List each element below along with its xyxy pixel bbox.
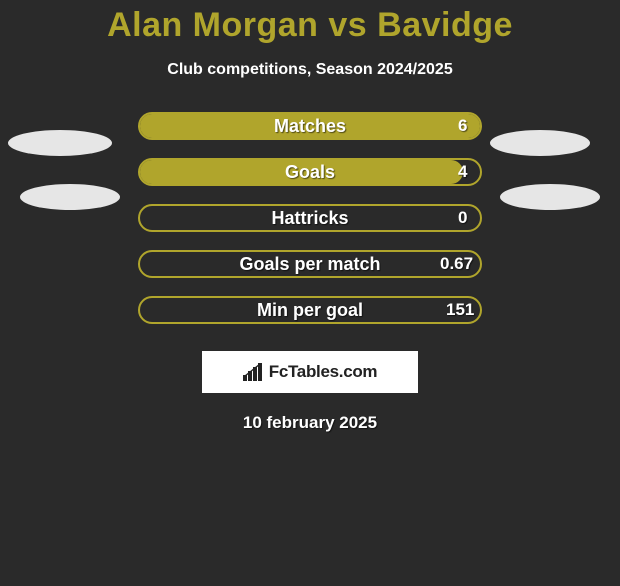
fctables-bars-icon: [243, 363, 265, 381]
stat-label: Matches: [0, 116, 620, 137]
stat-value: 0: [458, 208, 467, 228]
stat-value: 0.67: [440, 254, 473, 274]
stat-label: Goals: [0, 162, 620, 183]
stat-label: Min per goal: [0, 300, 620, 321]
stat-row: Matches6: [0, 103, 620, 149]
brand-logo-text: FcTables.com: [269, 362, 378, 382]
stat-value: 4: [458, 162, 467, 182]
stat-value: 6: [458, 116, 467, 136]
stat-row: Goals per match0.67: [0, 241, 620, 287]
stat-row: Hattricks0: [0, 195, 620, 241]
stat-label: Hattricks: [0, 208, 620, 229]
stat-value: 151: [446, 300, 474, 320]
stat-row: Goals4: [0, 149, 620, 195]
brand-logo-box: FcTables.com: [202, 351, 418, 393]
stats-panel: Matches6Goals4Hattricks0Goals per match0…: [0, 103, 620, 333]
page-subtitle: Club competitions, Season 2024/2025: [0, 61, 620, 79]
page-title: Alan Morgan vs Bavidge: [0, 6, 620, 45]
stat-label: Goals per match: [0, 254, 620, 275]
stat-row: Min per goal151: [0, 287, 620, 333]
date-caption: 10 february 2025: [0, 413, 620, 433]
